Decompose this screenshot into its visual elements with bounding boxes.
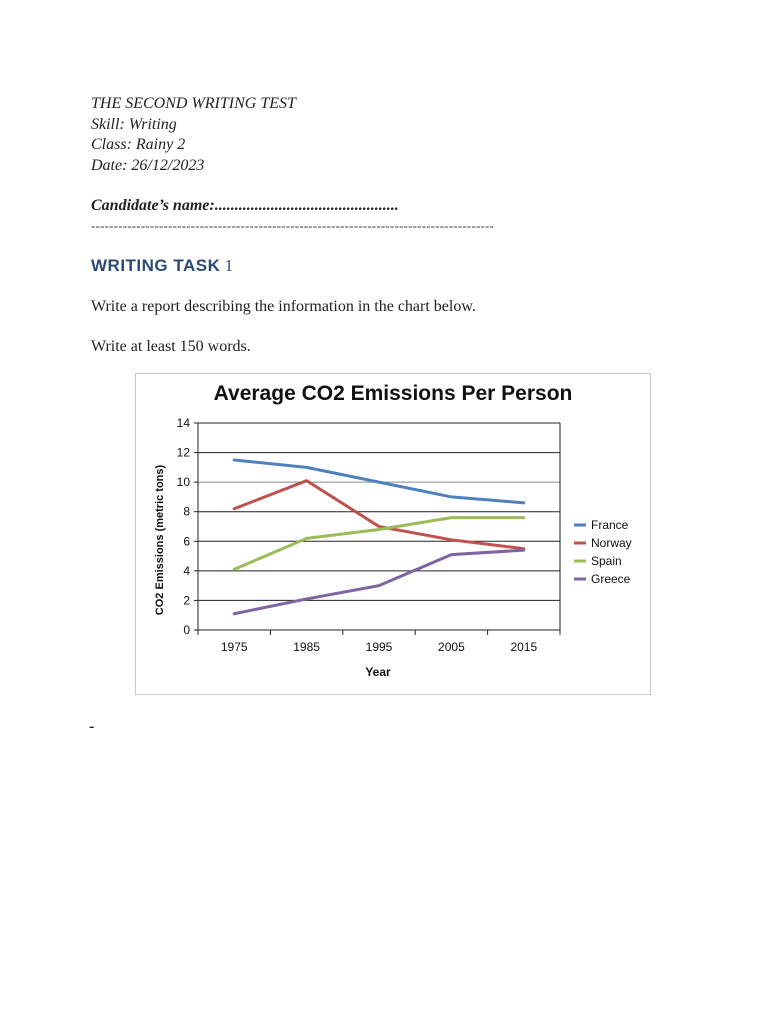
task-instruction: Write a report describing the informatio… xyxy=(91,298,476,315)
y-tick-label: 2 xyxy=(183,593,190,607)
skill-line: Skill: Writing xyxy=(91,116,177,133)
y-tick-label: 4 xyxy=(183,564,190,578)
series-line-france xyxy=(232,458,526,505)
chart-title: Average CO2 Emissions Per Person xyxy=(214,382,573,405)
y-tick-label: 0 xyxy=(183,623,190,637)
x-axis-ticks: 1975 1985 1995 2005 2015 xyxy=(197,630,561,654)
task-heading-number: 1 xyxy=(224,256,234,275)
legend-label-france: France xyxy=(591,518,629,532)
task-heading: WRITING TASK 1 xyxy=(91,256,233,276)
class-line: Class: Rainy 2 xyxy=(91,136,186,153)
x-tick-label: 1985 xyxy=(293,640,320,654)
chart-svg: Average CO2 Emissions Per Person 0 2 4 6 8 10… xyxy=(154,382,632,679)
series-line-norway xyxy=(232,479,526,551)
y-tick-label: 10 xyxy=(177,475,191,489)
legend-label-spain: Spain xyxy=(591,554,622,568)
legend-label-greece: Greece xyxy=(591,572,631,586)
x-tick-label: 2005 xyxy=(438,640,465,654)
chart-series xyxy=(232,458,526,616)
y-tick-label: 12 xyxy=(177,446,191,460)
test-title: THE SECOND WRITING TEST xyxy=(91,95,296,112)
y-tick-label: 14 xyxy=(177,416,191,430)
candidate-name-field: Candidate’s name:.......................… xyxy=(91,197,399,214)
x-axis-label: Year xyxy=(365,665,391,679)
y-tick-label: 8 xyxy=(183,505,190,519)
trailing-dash: - xyxy=(89,718,95,735)
y-axis-ticks: 0 2 4 6 8 10 12 14 xyxy=(177,416,198,637)
y-axis-label: CO2 Emissions (metric tons) xyxy=(154,464,166,615)
x-tick-label: 2015 xyxy=(510,640,537,654)
legend-label-norway: Norway xyxy=(591,536,632,550)
line-chart: Average CO2 Emissions Per Person 0 2 4 6 8 10… xyxy=(135,373,651,695)
word-limit: Write at least 150 words. xyxy=(91,338,251,355)
separator-line: ----------------------------------------… xyxy=(91,218,495,233)
x-tick-label: 1995 xyxy=(366,640,393,654)
series-line-greece xyxy=(232,548,526,616)
chart-legend: France Norway Spain Greece xyxy=(574,518,632,586)
x-tick-label: 1975 xyxy=(221,640,248,654)
series-line-spain xyxy=(232,516,526,571)
date-line: Date: 26/12/2023 xyxy=(91,157,205,174)
task-heading-label: WRITING TASK xyxy=(91,256,221,275)
y-tick-label: 6 xyxy=(183,534,190,548)
